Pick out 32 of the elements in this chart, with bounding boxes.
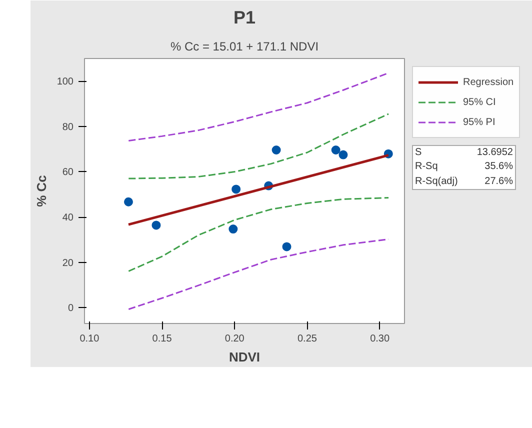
x-tick-label: 0.15 <box>152 334 172 344</box>
line-series <box>128 113 390 180</box>
y-tick-label: 40 <box>62 212 74 224</box>
point <box>272 146 281 154</box>
chart-subtitle: % Cc = 15.01 + 171.1 NDVI <box>170 40 319 54</box>
x-tick-label: 0.20 <box>224 334 245 344</box>
point <box>338 150 348 160</box>
point <box>124 197 133 206</box>
y-axis-title: % Cc <box>34 175 49 207</box>
x-tick-label: 0.25 <box>297 334 318 344</box>
y-tick-label: 80 <box>62 122 74 133</box>
point <box>282 242 292 252</box>
y-tick-label: 20 <box>62 258 74 269</box>
line-series <box>128 197 390 272</box>
text: R-Sq 35.6% <box>415 161 513 172</box>
line-series <box>128 72 390 142</box>
point <box>228 224 238 234</box>
y-tick-label: 0 <box>68 303 74 314</box>
text: S 13.6952 <box>415 147 513 158</box>
legend-label: 95% PI <box>463 116 496 128</box>
legend-label: Regression <box>463 76 514 88</box>
point <box>331 146 340 154</box>
point <box>152 220 161 230</box>
legend-label: 95% CI <box>463 96 496 108</box>
point <box>232 184 241 194</box>
chart-title: P1 <box>233 8 256 28</box>
x-tick-label: 0.30 <box>370 334 390 344</box>
text: R-Sq(adj) 27.6% <box>415 176 513 187</box>
y-tick-label: 100 <box>56 76 74 88</box>
x-axis-title: NDVI <box>228 350 260 364</box>
x-tick-label: 0.10 <box>80 334 100 344</box>
y-tick-label: 60 <box>62 167 74 178</box>
